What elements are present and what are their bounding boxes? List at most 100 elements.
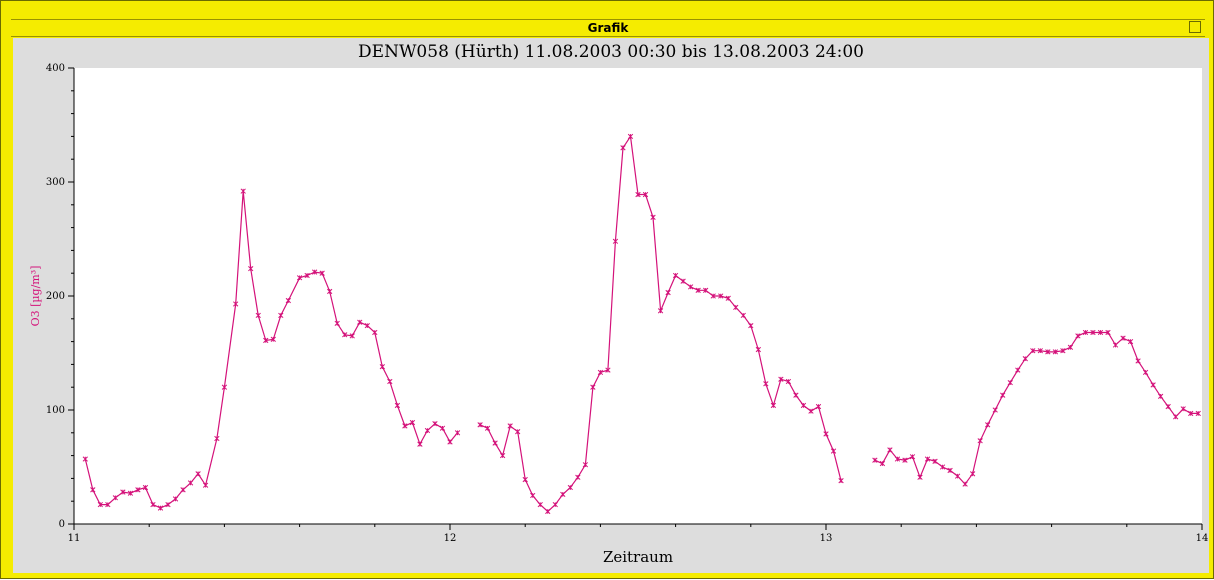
data-point xyxy=(334,320,340,327)
data-point xyxy=(1173,414,1179,420)
data-point xyxy=(748,322,754,329)
data-point xyxy=(917,474,923,480)
data-point xyxy=(947,467,953,474)
data-point xyxy=(763,381,769,387)
data-point xyxy=(1120,335,1126,341)
data-point xyxy=(725,295,731,301)
data-point xyxy=(977,438,983,444)
data-point xyxy=(97,501,103,508)
data-point xyxy=(992,407,998,413)
data-point xyxy=(650,214,656,220)
data-point xyxy=(612,238,619,244)
data-point xyxy=(454,430,461,436)
data-point xyxy=(1180,406,1186,412)
data-point xyxy=(635,191,641,198)
data-point xyxy=(1112,342,1119,348)
data-point xyxy=(718,293,724,299)
maximize-button[interactable] xyxy=(1189,21,1201,33)
data-point xyxy=(620,145,626,151)
data-point xyxy=(894,456,901,462)
y-tick-label: 100 xyxy=(46,405,65,416)
data-point xyxy=(642,191,649,198)
data-point xyxy=(296,275,303,281)
data-point xyxy=(1090,329,1096,336)
plot-area xyxy=(74,68,1202,524)
data-point xyxy=(823,431,829,437)
data-point xyxy=(120,489,126,495)
data-point xyxy=(627,133,634,140)
data-point xyxy=(785,378,792,385)
data-point xyxy=(582,462,589,468)
chart-title: DENW058 (Hürth) 11.08.2003 00:30 bis 13.… xyxy=(358,42,864,62)
data-point xyxy=(552,501,558,508)
data-point xyxy=(82,456,88,462)
data-point xyxy=(703,287,709,293)
data-point xyxy=(1075,333,1081,339)
data-point xyxy=(537,501,543,508)
data-point xyxy=(522,476,528,483)
data-point xyxy=(195,471,201,477)
data-point xyxy=(1195,410,1201,417)
data-point xyxy=(665,289,671,296)
data-point xyxy=(657,308,664,314)
data-point xyxy=(1097,329,1104,336)
data-point xyxy=(304,272,310,279)
data-point xyxy=(180,487,186,493)
data-point xyxy=(672,272,679,279)
data-point xyxy=(939,464,946,470)
data-point xyxy=(1188,410,1194,417)
data-point xyxy=(838,478,844,484)
data-point xyxy=(135,487,141,493)
data-point xyxy=(1007,379,1013,386)
data-point xyxy=(1082,329,1089,336)
data-point xyxy=(311,269,318,275)
data-point xyxy=(319,270,325,276)
data-point xyxy=(439,425,446,431)
data-point xyxy=(954,473,961,479)
data-point xyxy=(1052,349,1059,355)
data-point xyxy=(327,288,333,295)
data-point xyxy=(740,312,746,319)
y-axis-label: O3 [µg/m³] xyxy=(29,266,42,327)
data-point xyxy=(233,301,239,307)
data-point xyxy=(597,369,604,376)
data-point xyxy=(387,378,393,385)
window-title: Grafik xyxy=(587,21,629,35)
data-point xyxy=(270,336,276,342)
x-tick-label: 14 xyxy=(1196,533,1209,544)
data-point xyxy=(1165,403,1171,410)
data-point xyxy=(770,402,777,409)
data-point xyxy=(432,421,438,427)
data-point xyxy=(1135,358,1141,364)
data-point xyxy=(695,287,701,293)
x-tick-label: 13 xyxy=(820,533,833,544)
data-point xyxy=(157,505,164,511)
data-point xyxy=(112,495,119,501)
data-point xyxy=(424,427,431,434)
data-point xyxy=(263,337,269,344)
data-point xyxy=(1157,393,1164,399)
data-point xyxy=(778,376,784,382)
data-point xyxy=(1022,356,1028,362)
data-point xyxy=(1000,392,1006,398)
data-point xyxy=(394,402,401,409)
window-titlebar[interactable]: Grafik xyxy=(11,19,1205,37)
x-tick-label: 12 xyxy=(444,533,457,544)
data-point xyxy=(202,482,209,488)
data-point xyxy=(379,364,385,370)
data-point xyxy=(800,402,807,409)
data-point xyxy=(172,496,179,502)
data-point xyxy=(214,435,220,442)
data-point xyxy=(187,480,194,486)
data-point xyxy=(932,458,938,464)
data-point xyxy=(590,384,596,390)
data-point xyxy=(165,501,171,508)
data-point xyxy=(560,491,566,498)
y-tick-label: 400 xyxy=(46,63,65,74)
data-point xyxy=(142,484,149,491)
data-point xyxy=(755,346,761,353)
data-point xyxy=(887,447,893,453)
data-point xyxy=(364,322,370,329)
